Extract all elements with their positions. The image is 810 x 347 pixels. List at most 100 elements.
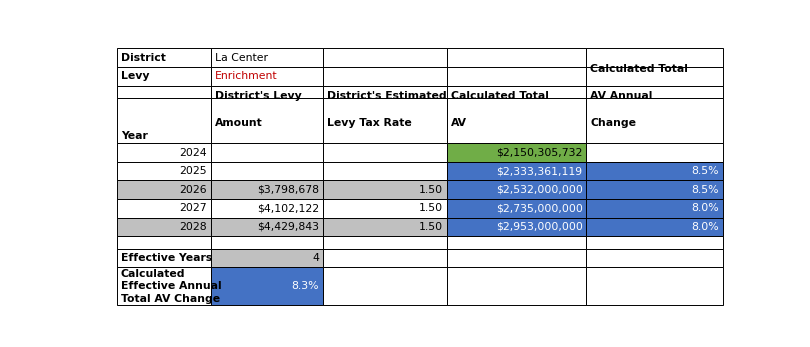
Bar [586,199,723,218]
Bar [323,249,447,267]
Text: 1.50: 1.50 [420,203,443,213]
Text: District: District [121,53,165,62]
Bar [447,180,586,199]
Bar [447,267,586,305]
Text: 4: 4 [313,253,319,263]
Bar [447,67,586,86]
Bar [586,218,723,236]
Text: AV Annual: AV Annual [590,91,653,101]
Bar [117,143,211,162]
Text: Levy: Levy [121,71,149,81]
Bar [117,180,211,199]
Bar [117,267,211,305]
Text: Levy Tax Rate: Levy Tax Rate [326,118,411,128]
Bar [586,67,723,86]
Bar [447,48,586,67]
Bar [323,218,447,236]
Bar [586,180,723,199]
Text: 8.5%: 8.5% [692,166,719,176]
Bar [323,143,447,162]
Text: Effective Years: Effective Years [121,253,212,263]
Bar [117,48,211,67]
Bar [323,199,447,218]
Bar [447,98,586,143]
Bar [117,162,211,180]
Bar [447,199,586,218]
Bar [447,236,586,249]
Text: Total AV Change: Total AV Change [121,294,220,304]
Bar [211,218,323,236]
Bar [211,86,323,98]
Bar [211,143,323,162]
Bar [211,162,323,180]
Bar [323,162,447,180]
Text: 1.50: 1.50 [420,222,443,232]
Text: 2024: 2024 [180,147,207,158]
Bar [323,48,447,67]
Text: $4,429,843: $4,429,843 [257,222,319,232]
Text: AV: AV [451,118,467,128]
Bar [586,236,723,249]
Text: 2027: 2027 [180,203,207,213]
Bar [117,218,211,236]
Text: Change: Change [590,118,636,128]
Bar [447,86,586,98]
Bar [323,67,447,86]
Text: 2028: 2028 [180,222,207,232]
Bar [211,199,323,218]
Bar [117,67,211,86]
Text: Effective Annual: Effective Annual [121,281,221,291]
Text: 8.0%: 8.0% [691,222,719,232]
Bar [323,267,447,305]
Text: Calculated Total: Calculated Total [451,91,548,101]
Text: $2,953,000,000: $2,953,000,000 [496,222,582,232]
Bar [586,249,723,267]
Bar [211,249,323,267]
Bar [586,143,723,162]
Text: $3,798,678: $3,798,678 [257,185,319,195]
Text: 8.3%: 8.3% [292,281,319,291]
Bar [117,249,211,267]
Bar [447,249,586,267]
Bar [586,267,723,305]
Text: Amount: Amount [215,118,262,128]
Text: 2026: 2026 [180,185,207,195]
Text: $2,735,000,000: $2,735,000,000 [496,203,582,213]
Bar [211,236,323,249]
Bar [117,86,211,98]
Bar [586,86,723,98]
Bar [323,236,447,249]
Text: 8.5%: 8.5% [692,185,719,195]
Bar [447,218,586,236]
Bar [323,180,447,199]
Bar [211,180,323,199]
Bar [117,199,211,218]
Bar [117,98,211,143]
Bar [323,98,447,143]
Text: Enrichment: Enrichment [215,71,277,81]
Bar [211,67,323,86]
Text: 2025: 2025 [180,166,207,176]
Text: $2,333,361,119: $2,333,361,119 [497,166,582,176]
Text: 1.50: 1.50 [420,185,443,195]
Text: $2,150,305,732: $2,150,305,732 [497,147,582,158]
Bar [211,98,323,143]
Text: $2,532,000,000: $2,532,000,000 [496,185,582,195]
Bar [323,86,447,98]
Text: District's Levy: District's Levy [215,91,301,101]
Bar [117,236,211,249]
Bar [586,48,723,67]
Text: $4,102,122: $4,102,122 [257,203,319,213]
Text: 8.0%: 8.0% [691,203,719,213]
Text: La Center: La Center [215,53,267,62]
Text: District's Estimated: District's Estimated [326,91,446,101]
Bar [211,48,323,67]
Bar [586,98,723,143]
Bar [211,267,323,305]
Text: Year: Year [121,131,147,141]
Text: Calculated: Calculated [121,269,185,279]
Text: Calculated Total: Calculated Total [590,64,688,74]
Bar [447,143,586,162]
Bar [586,162,723,180]
Bar [447,162,586,180]
